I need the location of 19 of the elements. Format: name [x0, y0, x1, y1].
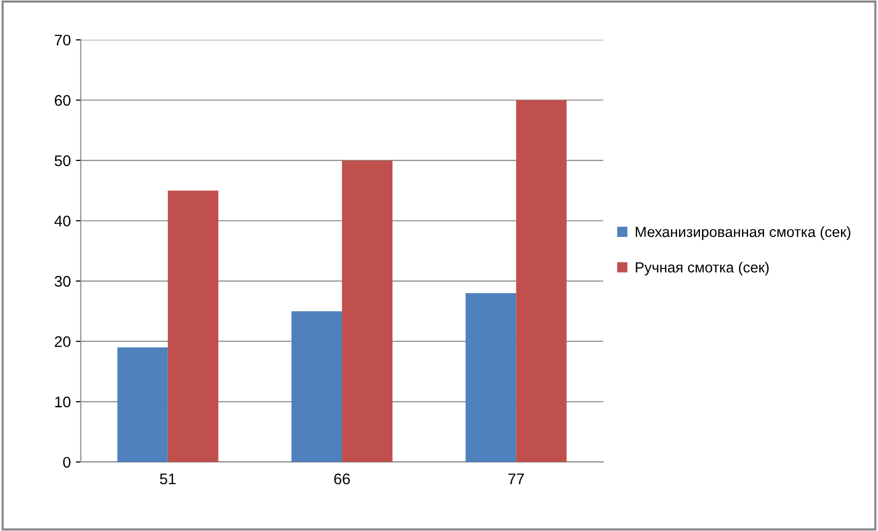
y-tick-label: 10	[55, 396, 70, 408]
y-tick-label: 40	[54, 216, 70, 226]
y-tick-label: 70	[54, 34, 70, 46]
x-tick-label: 51	[160, 474, 176, 484]
x-tick-label: 77	[508, 474, 524, 484]
bar	[466, 293, 516, 462]
legend-label: Механизированная смотка (сек)	[636, 226, 850, 240]
y-tick-label: 20	[54, 336, 70, 348]
bar	[516, 100, 567, 462]
x-tick-label: 66	[334, 473, 350, 484]
bar	[168, 190, 218, 462]
y-tick-label: 30	[54, 276, 70, 287]
bar	[117, 347, 168, 462]
y-tick-label: 0	[63, 456, 70, 468]
bar	[291, 311, 342, 462]
bar	[342, 160, 392, 462]
legend-label: Ручная смотка (сек)	[636, 262, 769, 276]
y-tick-label: 50	[54, 155, 70, 166]
y-tick-label: 60	[54, 95, 70, 106]
